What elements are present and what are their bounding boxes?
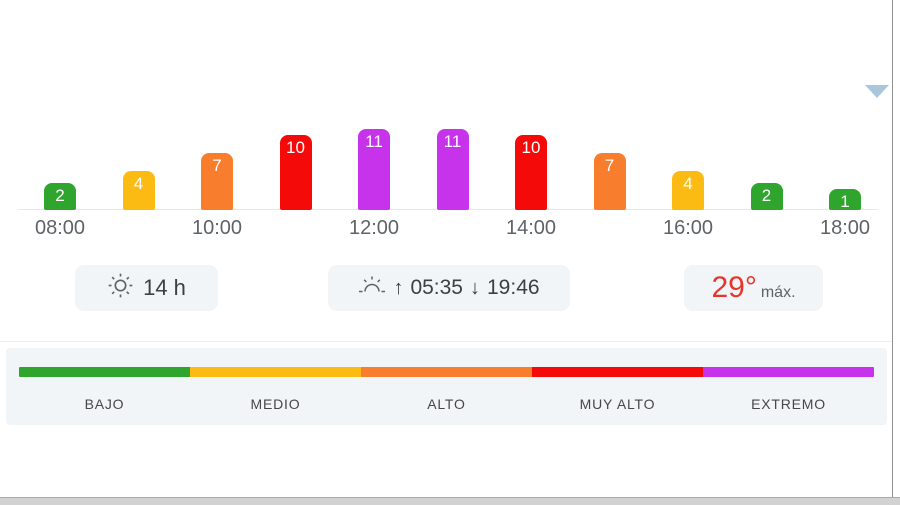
legend-label: MUY ALTO <box>579 396 656 412</box>
uv-bar-value-label: 2 <box>761 186 772 205</box>
uv-bar: 11 <box>358 129 390 210</box>
uv-bar: 2 <box>44 183 76 210</box>
daylight-hours-card: 14 h <box>75 265 218 311</box>
uv-bar-value-label: 1 <box>840 192 850 211</box>
uv-bar-value-label: 7 <box>212 156 222 175</box>
x-axis-tick-label: 16:00 <box>662 217 714 239</box>
x-axis-tick-label: 14:00 <box>505 217 557 239</box>
legend-label-row: BAJO MEDIO ALTO MUY ALTO EXTREMO <box>19 389 874 413</box>
horizontal-scrollbar[interactable] <box>0 497 900 505</box>
uv-bar-value-label: 4 <box>683 174 693 193</box>
daylight-hours-value: 14 h <box>143 275 186 300</box>
uv-bar-value-label: 11 <box>365 132 383 151</box>
collapse-arrow-icon[interactable] <box>865 85 889 98</box>
uv-bar: 10 <box>279 135 312 210</box>
legend-label: BAJO <box>84 396 125 412</box>
sun-icon <box>107 272 134 305</box>
max-temperature-value: 29° <box>711 271 757 304</box>
legend-segment <box>703 367 874 377</box>
uv-bar: 11 <box>436 129 469 210</box>
max-temperature-label: máx. <box>760 284 796 301</box>
sunrise-time: 05:35 <box>410 276 463 299</box>
uv-bar-value-label: 2 <box>55 186 65 205</box>
legend-label: EXTREMO <box>751 396 826 412</box>
legend-color-bar <box>19 367 874 377</box>
uv-bar: 7 <box>593 153 626 210</box>
window-right-border <box>892 0 893 505</box>
section-divider <box>0 341 893 342</box>
legend-segment <box>532 367 703 377</box>
x-axis-tick-label: 12:00 <box>348 217 400 239</box>
uv-bar-value-label: 10 <box>521 138 541 157</box>
legend-segment <box>19 367 190 377</box>
sunrise-arrow: ↑ <box>393 276 404 299</box>
sunset-arrow: ↓ <box>470 276 480 299</box>
uv-bar-value-label: 4 <box>133 174 144 193</box>
x-axis-tick-label: 08:00 <box>34 217 86 239</box>
uv-bar-chart: 2 4 7 10 11 11 10 7 4 2 1 08:00 10:00 12:00 14:00 16:00… <box>0 0 900 250</box>
uv-bar: 1 <box>829 189 861 211</box>
legend-segment <box>361 367 532 377</box>
x-axis-tick-label: 10:00 <box>191 217 243 239</box>
sunrise-sunset-card: ↑ 05:35 ↓ 19:46 <box>328 265 570 311</box>
uv-bar-value-label: 10 <box>286 138 305 157</box>
uv-bar-value-label: 11 <box>443 132 462 151</box>
legend-segment <box>190 367 361 377</box>
uv-bar: 4 <box>672 171 704 210</box>
uv-bar: 4 <box>122 171 155 210</box>
sunset-time: 19:46 <box>487 276 540 299</box>
legend-label: ALTO <box>427 396 466 412</box>
sunrise-icon <box>358 275 386 301</box>
uv-bar-value-label: 7 <box>604 156 615 175</box>
legend-label: MEDIO <box>250 396 301 412</box>
max-temperature-card: 29° máx. <box>684 265 823 311</box>
uv-level-legend: BAJO MEDIO ALTO MUY ALTO EXTREMO <box>6 348 887 425</box>
uv-bar: 10 <box>515 135 547 210</box>
x-axis-tick-label: 18:00 <box>819 217 871 239</box>
uv-bar: 7 <box>201 153 233 210</box>
uv-bar: 2 <box>750 183 783 210</box>
